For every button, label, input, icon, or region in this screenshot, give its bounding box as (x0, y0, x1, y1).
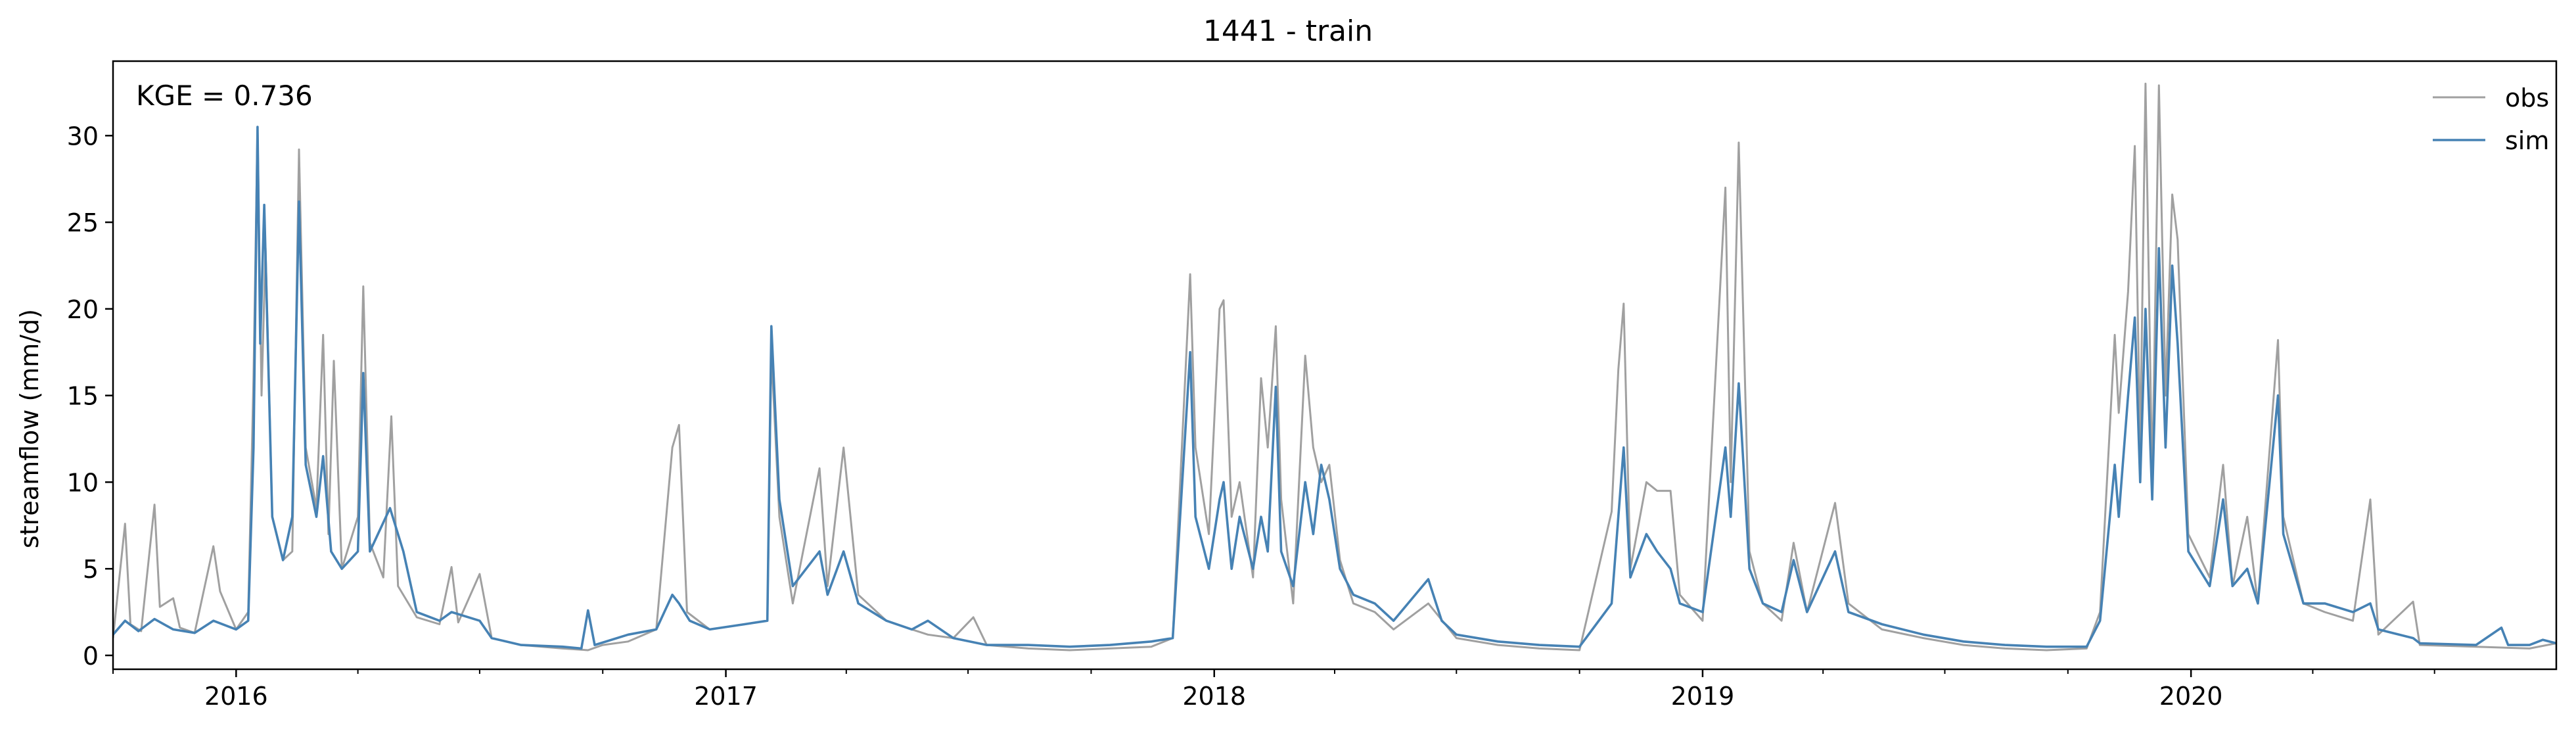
chart-title: 1441 - train (1203, 14, 1373, 48)
x-tick-label: 2017 (694, 682, 758, 711)
series-layer (113, 82, 2556, 652)
series-line-sim (113, 126, 2556, 650)
y-tick-label: 10 (67, 468, 99, 497)
y-tick-label: 20 (67, 295, 99, 324)
axis-layer: 0 5 10 15 20 25 30 2016 2017 2018 2019 2020 (67, 122, 2435, 711)
plot-frame (112, 60, 2558, 671)
y-tick-label: 15 (67, 382, 99, 411)
y-tick-label: 5 (83, 555, 99, 584)
legend-label-sim: sim (2505, 126, 2549, 155)
legend-label-obs: obs (2505, 83, 2549, 112)
y-tick-label: 25 (67, 208, 99, 237)
series-line-obs (113, 82, 2556, 652)
y-axis-label: streamflow (mm/d) (15, 309, 44, 548)
kge-annotation: KGE = 0.736 (136, 80, 313, 112)
y-tick-label: 30 (67, 122, 99, 151)
legend: obs sim (2433, 83, 2549, 155)
y-tick-label: 0 (83, 642, 99, 671)
x-tick-label: 2019 (1671, 682, 1735, 711)
x-tick-label: 2018 (1182, 682, 1246, 711)
x-tick-label: 2016 (204, 682, 268, 711)
x-tick-label: 2020 (2159, 682, 2223, 711)
